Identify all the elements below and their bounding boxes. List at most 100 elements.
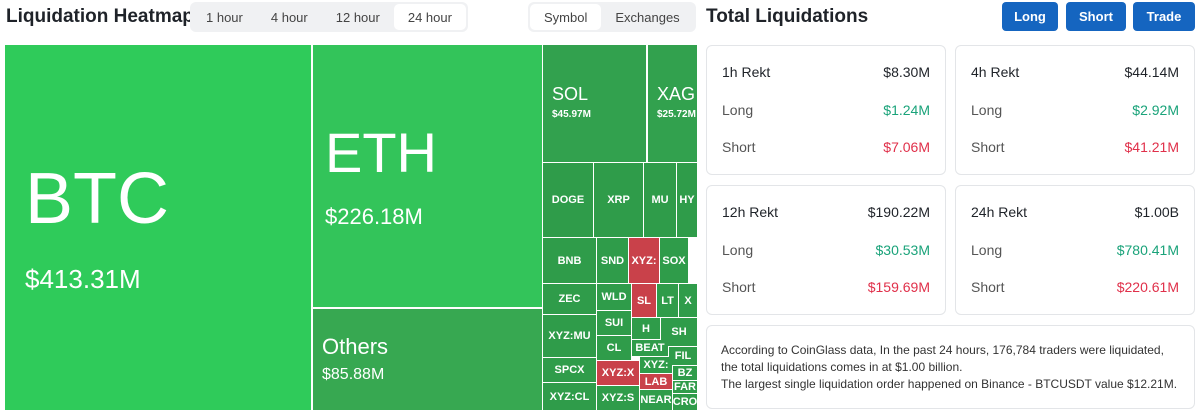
- stat-label: 24h Rekt: [971, 204, 1028, 220]
- cell-value: $85.88M: [322, 366, 385, 384]
- treemap-cell[interactable]: WLD: [597, 284, 631, 310]
- panel-title: Total Liquidations: [706, 6, 869, 27]
- stat-row: Short $159.69M: [722, 279, 930, 295]
- treemap-cell[interactable]: ZEC: [543, 284, 596, 314]
- stat-row: 4h Rekt $44.14M: [971, 64, 1179, 80]
- action-button[interactable]: Short: [1066, 2, 1126, 31]
- cell-value: $25.72M: [657, 108, 696, 120]
- treemap-cell[interactable]: H: [632, 318, 660, 339]
- stat-label: Short: [971, 279, 1005, 295]
- stat-value: $7.06M: [883, 139, 930, 155]
- time-tab[interactable]: 1 hour: [206, 9, 243, 25]
- treemap-cell[interactable]: XYZ:: [640, 357, 672, 373]
- heatmap-title: Liquidation Heatmap: [6, 6, 194, 27]
- stat-label: Long: [722, 102, 754, 118]
- stat-value: $30.53M: [875, 242, 930, 258]
- stat-card: 24h Rekt $1.00B Long $780.41M Short $220.61M: [955, 185, 1195, 315]
- stat-label: Long: [971, 242, 1003, 258]
- stat-card: 1h Rekt $8.30M Long $1.24M Short $7.06M: [706, 45, 946, 175]
- treemap-cell[interactable]: BTC $413.31M: [5, 45, 311, 410]
- stat-value: $190.22M: [867, 204, 930, 220]
- cell-value: $45.97M: [552, 108, 591, 120]
- cell-label: BTC: [25, 158, 169, 239]
- treemap-cell[interactable]: BNB: [543, 238, 596, 283]
- stat-row: Short $41.21M: [971, 139, 1179, 155]
- treemap-cell[interactable]: SL: [632, 284, 656, 317]
- stat-label: Short: [722, 279, 756, 295]
- treemap-cell[interactable]: XRP: [594, 163, 643, 237]
- cell-label: ETH: [325, 121, 437, 185]
- treemap-cell[interactable]: DOGE: [543, 163, 593, 237]
- stat-label: Long: [722, 242, 754, 258]
- stat-row: Short $7.06M: [722, 139, 930, 155]
- summary-note: According to CoinGlass data, In the past…: [706, 325, 1195, 409]
- stat-label: Long: [971, 102, 1003, 118]
- treemap-cell[interactable]: SPCX: [543, 358, 596, 382]
- time-tabs: 1 hour 4 hour 12 hour 24 hour: [190, 2, 468, 32]
- treemap-cell[interactable]: LAB: [640, 374, 672, 389]
- cell-value: $226.18M: [325, 203, 423, 229]
- treemap-cell[interactable]: X: [679, 284, 697, 317]
- time-tab[interactable]: 12 hour: [335, 9, 380, 25]
- time-tab[interactable]: 24 hour: [393, 4, 466, 30]
- stat-label: Short: [971, 139, 1005, 155]
- treemap-cell[interactable]: XYZ:MU: [543, 315, 596, 357]
- treemap-cell[interactable]: NEAR: [640, 390, 672, 410]
- treemap-cell[interactable]: CRO: [673, 394, 697, 410]
- stat-value: $220.61M: [1116, 279, 1179, 295]
- treemap-cell[interactable]: XYZ:X: [597, 361, 639, 385]
- treemap-cell[interactable]: SOX: [660, 238, 688, 283]
- treemap-cell[interactable]: LT: [657, 284, 678, 317]
- treemap-cell[interactable]: Others $85.88M: [313, 309, 542, 410]
- treemap-cell[interactable]: BEAT: [632, 340, 668, 356]
- cell-label: Others: [322, 333, 389, 359]
- note-line: According to CoinGlass data, In the past…: [721, 343, 1164, 374]
- stat-row: Long $780.41M: [971, 242, 1179, 258]
- action-button[interactable]: Trade: [1133, 2, 1195, 31]
- treemap-cell[interactable]: XYZ:CL: [543, 383, 596, 410]
- treemap-cell[interactable]: FAR: [673, 381, 697, 393]
- toggle-option[interactable]: Exchanges: [615, 9, 680, 25]
- stat-value: $1.00B: [1134, 204, 1179, 220]
- stat-value: $2.92M: [1132, 102, 1179, 118]
- time-tab[interactable]: 4 hour: [270, 9, 308, 25]
- stat-value: $1.24M: [883, 102, 930, 118]
- view-toggle: Symbol Exchanges: [528, 2, 696, 32]
- stat-label: 1h Rekt: [722, 64, 771, 80]
- treemap-cell[interactable]: XYZ:S: [597, 386, 639, 410]
- stat-row: 1h Rekt $8.30M: [722, 64, 930, 80]
- cell-label: SOL: [552, 84, 589, 104]
- stat-value: $159.69M: [867, 279, 930, 295]
- cell-label: XAG: [657, 84, 696, 104]
- treemap-cell[interactable]: FIL: [669, 347, 697, 365]
- treemap-cell[interactable]: SOL $45.97M: [543, 45, 646, 162]
- stat-value: $780.41M: [1116, 242, 1179, 258]
- stat-value: $8.30M: [883, 64, 930, 80]
- treemap-cell[interactable]: BZ: [673, 366, 697, 380]
- stat-row: Short $220.61M: [971, 279, 1179, 295]
- stat-value: $41.21M: [1124, 139, 1179, 155]
- stat-label: 4h Rekt: [971, 64, 1020, 80]
- treemap-cell[interactable]: XAG $25.72M: [648, 45, 697, 162]
- treemap-cell[interactable]: XYZ:: [629, 238, 659, 283]
- stat-label: Short: [722, 139, 756, 155]
- stat-row: Long $1.24M: [722, 102, 930, 118]
- treemap-cell[interactable]: MU: [644, 163, 676, 237]
- treemap-cell[interactable]: SND: [597, 238, 628, 283]
- stat-value: $44.14M: [1124, 64, 1179, 80]
- stat-card: 12h Rekt $190.22M Long $30.53M Short $159.69M: [706, 185, 946, 315]
- action-button[interactable]: Long: [1002, 2, 1058, 31]
- stat-row: Long $2.92M: [971, 102, 1179, 118]
- cell-value: $413.31M: [25, 264, 141, 295]
- stat-row: Long $30.53M: [722, 242, 930, 258]
- stat-card: 4h Rekt $44.14M Long $2.92M Short $41.21M: [955, 45, 1195, 175]
- treemap-cell[interactable]: SUI: [597, 311, 631, 335]
- note-line: The largest single liquidation order hap…: [721, 377, 1178, 391]
- toggle-option[interactable]: Symbol: [530, 4, 602, 30]
- stat-label: 12h Rekt: [722, 204, 779, 220]
- treemap-cell[interactable]: HY: [677, 163, 697, 237]
- treemap-cell[interactable]: ETH $226.18M: [313, 45, 542, 307]
- treemap-cell[interactable]: CL: [597, 336, 631, 360]
